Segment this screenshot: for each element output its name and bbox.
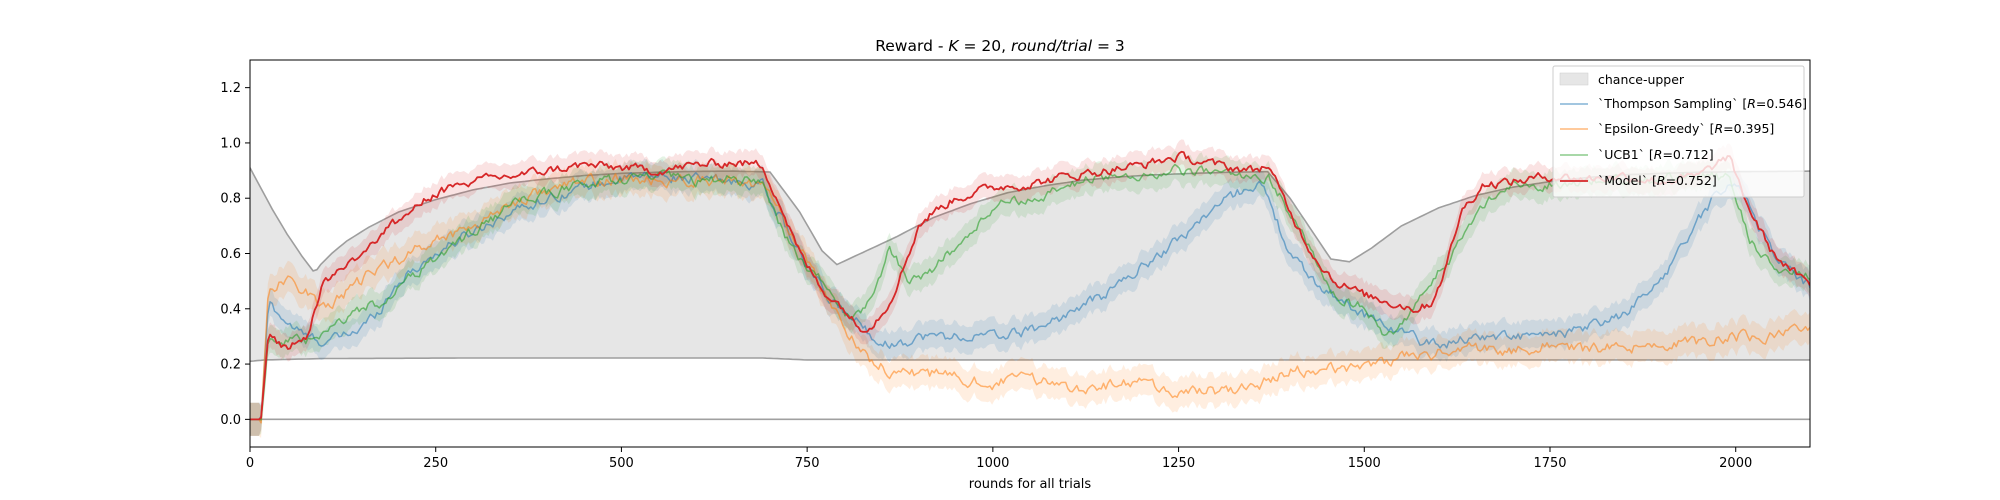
- x-tick-label: 500: [609, 456, 634, 471]
- legend-label-ucb1: `UCB1` [R=0.712]: [1598, 147, 1714, 162]
- chance-lower-edge: [250, 357, 1810, 363]
- x-tick-label: 2000: [1719, 456, 1752, 471]
- legend-label-epsilon: `Epsilon-Greedy` [R=0.395]: [1598, 121, 1774, 136]
- series-line-model: [250, 150, 1810, 421]
- x-tick-label: 1250: [1162, 456, 1195, 471]
- x-axis-ticks: 0 250 500 750 1000 1250 1500 1750 2000: [246, 447, 1752, 471]
- y-tick-label: 0.2: [220, 358, 241, 373]
- legend-label-model: `Model` [R=0.752]: [1598, 173, 1717, 188]
- y-tick-label: 1.2: [220, 81, 241, 96]
- series-band-epsilon: [250, 158, 1810, 439]
- x-tick-label: 250: [423, 456, 448, 471]
- x-tick-label: 1000: [976, 456, 1009, 471]
- y-tick-label: 1.0: [220, 136, 241, 151]
- legend: chance-upper `Thompson Sampling` [R=0.54…: [1552, 65, 1807, 198]
- series-line-ucb1: [250, 163, 1810, 421]
- chart-title: Reward - K = 20, round/trial = 3: [875, 37, 1125, 55]
- chance-upper-fill: [250, 167, 1810, 362]
- x-tick-label: 1500: [1348, 456, 1381, 471]
- legend-label-chance-upper: chance-upper: [1598, 72, 1685, 87]
- y-axis-ticks: 0.0 0.2 0.4 0.6 0.8 1.0 1.2: [220, 81, 250, 428]
- x-axis-label: rounds for all trials: [969, 477, 1092, 492]
- x-tick-label: 750: [795, 456, 820, 471]
- legend-label-thompson: `Thompson Sampling` [R=0.546]: [1598, 96, 1807, 111]
- legend-swatch-chance-upper: [1559, 72, 1589, 86]
- y-tick-label: 0.4: [220, 302, 241, 317]
- series-line-epsilon: [250, 172, 1810, 424]
- x-tick-label: 0: [246, 456, 254, 471]
- y-tick-label: 0.8: [220, 192, 241, 207]
- legend-frame: [1552, 65, 1805, 198]
- series-line-thompson: [250, 171, 1810, 421]
- y-tick-label: 0.0: [220, 413, 241, 428]
- series-band-model: [250, 139, 1810, 436]
- y-tick-label: 0.6: [220, 247, 241, 262]
- x-tick-label: 1750: [1533, 456, 1566, 471]
